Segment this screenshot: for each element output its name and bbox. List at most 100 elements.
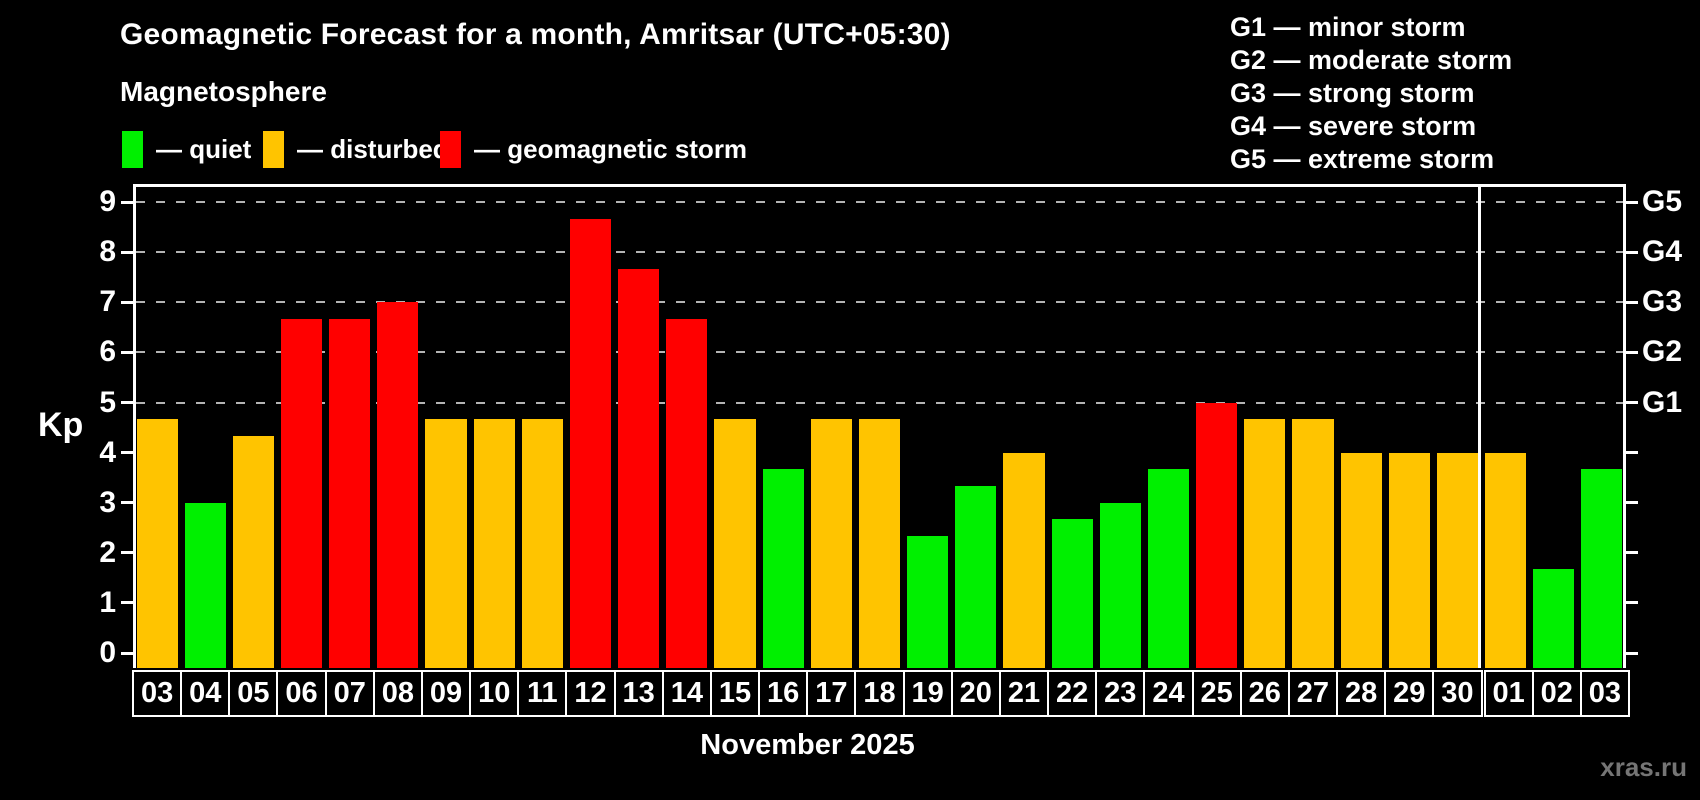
- g-scale-legend-line: G3 — strong storm: [1230, 78, 1475, 108]
- kp-bar-05-nov: [232, 436, 274, 668]
- x-axis-date-row: 03 04 05 06 07 08 09 10 11 12 13 14 15 16 17 18 19 20 21 22…: [132, 670, 1643, 717]
- kp-bar-12-nov: [569, 218, 612, 668]
- date-cell-13-nov: 13: [613, 670, 664, 717]
- left-tick-kp-2: [121, 551, 133, 555]
- date-cell-03-dec: 03: [1579, 670, 1630, 717]
- chart-plot-area: [121, 184, 1638, 668]
- date-cell-28-nov: 28: [1336, 670, 1387, 717]
- right-tick-kp-2: [1626, 551, 1638, 555]
- right-tick-kp-0: [1626, 651, 1638, 655]
- kp-bar-18-nov: [858, 419, 901, 668]
- date-cell-25-nov: 25: [1191, 670, 1242, 717]
- right-tick-kp-6: [1626, 350, 1638, 354]
- kp-bar-15-nov: [714, 419, 756, 668]
- y-axis-label-8: 8: [99, 235, 116, 269]
- date-cell-18-nov: 18: [854, 670, 905, 717]
- left-tick-kp-0: [121, 651, 133, 655]
- kp-bar-09-nov: [425, 419, 467, 668]
- kp-bar-10-nov: [473, 419, 515, 668]
- kp-bar-30-nov: [1436, 452, 1478, 668]
- legend-item-storm: — geomagnetic storm: [440, 131, 747, 168]
- kp-bar-25-nov: [1196, 402, 1238, 668]
- date-cell-29-nov: 29: [1384, 670, 1435, 717]
- right-axis-label-g2: G2: [1642, 335, 1683, 369]
- kp-bar-19-nov: [907, 536, 949, 668]
- kp-bar-06-nov: [280, 318, 323, 668]
- month-separator-line: [1477, 184, 1481, 668]
- plot-inner: [121, 184, 1638, 668]
- right-tick-kp-3: [1626, 501, 1638, 505]
- kp-bar-01-dec: [1485, 452, 1527, 668]
- left-tick-kp-3: [121, 501, 133, 505]
- y-axis-title: Kp: [38, 406, 84, 444]
- kp-bar-21-nov: [1003, 452, 1045, 668]
- date-cell-09-nov: 09: [420, 670, 472, 717]
- date-cell-10-nov: 10: [469, 670, 520, 717]
- kp-bar-28-nov: [1340, 452, 1382, 668]
- kp-bar-07-nov: [329, 318, 371, 668]
- page-title: Geomagnetic Forecast for a month, Amrits…: [120, 18, 951, 51]
- kp-bar-11-nov: [521, 419, 563, 668]
- storm-color-swatch: [440, 131, 461, 168]
- legend-item-quiet: — quiet: [122, 131, 251, 168]
- right-tick-kp-9: [1626, 200, 1638, 204]
- right-axis-label-g4: G4: [1642, 235, 1683, 269]
- legend-disturbed-label: — disturbed: [297, 134, 449, 164]
- left-tick-kp-8: [121, 250, 133, 254]
- y-axis-label-2: 2: [99, 535, 116, 569]
- gridline-kp-5: [136, 401, 1623, 404]
- date-cell-14-nov: 14: [661, 670, 712, 717]
- gridline-kp-6: [136, 351, 1623, 354]
- legend-quiet-label: — quiet: [156, 134, 252, 164]
- xras-watermark-link[interactable]: xras.ru: [1600, 752, 1687, 782]
- date-cell-03-nov: 03: [132, 670, 183, 717]
- y-axis-label-7: 7: [99, 285, 116, 319]
- date-cell-22-nov: 22: [1047, 670, 1098, 717]
- date-cell-04-nov: 04: [180, 670, 231, 717]
- disturbed-color-swatch: [263, 131, 284, 168]
- date-cell-30-nov: 30: [1432, 670, 1483, 717]
- date-cell-11-nov: 11: [517, 670, 568, 717]
- right-tick-kp-7: [1626, 300, 1638, 304]
- quiet-color-swatch: [122, 131, 143, 168]
- date-cell-23-nov: 23: [1095, 670, 1146, 717]
- g-scale-legend-line: G5 — extreme storm: [1230, 144, 1495, 174]
- left-tick-kp-4: [121, 451, 133, 455]
- date-cell-06-nov: 06: [276, 670, 327, 717]
- kp-bar-02-dec: [1533, 569, 1575, 668]
- date-cell-08-nov: 08: [372, 670, 423, 717]
- legend-item-disturbed: — disturbed: [263, 131, 449, 168]
- y-axis-label-9: 9: [99, 185, 116, 219]
- date-cell-24-nov: 24: [1143, 670, 1194, 717]
- y-axis-tick-labels: 0 1 2 3 4 5 6 7 8 9: [36, 184, 116, 669]
- date-cell-12-nov: 12: [565, 670, 616, 717]
- kp-bar-08-nov: [377, 302, 419, 668]
- date-cell-27-nov: 27: [1287, 670, 1339, 717]
- right-axis-label-g5: G5: [1642, 185, 1683, 219]
- kp-bar-04-nov: [184, 502, 226, 668]
- right-tick-kp-4: [1626, 451, 1638, 455]
- right-axis-label-g3: G3: [1642, 285, 1683, 319]
- y-axis-label-3: 3: [99, 485, 116, 519]
- date-cell-07-nov: 07: [324, 670, 375, 717]
- left-tick-kp-7: [121, 300, 133, 304]
- kp-bar-13-nov: [618, 268, 660, 668]
- date-cell-21-nov: 21: [998, 670, 1050, 717]
- left-tick-kp-6: [121, 350, 133, 354]
- kp-bar-17-nov: [810, 419, 852, 668]
- right-axis-label-g1: G1: [1642, 385, 1683, 419]
- kp-bar-03-dec: [1581, 469, 1623, 668]
- date-cell-17-nov: 17: [806, 670, 857, 717]
- y-axis-label-6: 6: [99, 335, 116, 369]
- g-scale-legend: G1 — minor storm G2 — moderate storm G3 — …: [1230, 11, 1512, 176]
- gridline-kp-7: [136, 301, 1623, 304]
- date-cell-02-dec: 02: [1531, 670, 1582, 717]
- kp-bar-29-nov: [1388, 452, 1430, 668]
- gridline-kp-8: [136, 251, 1623, 254]
- y-axis-label-1: 1: [99, 585, 116, 619]
- left-tick-kp-5: [121, 401, 133, 404]
- date-cell-01-dec: 01: [1483, 670, 1534, 717]
- right-tick-kp-1: [1626, 601, 1638, 605]
- y-axis-label-5: 5: [99, 385, 116, 419]
- date-cell-05-nov: 05: [228, 670, 279, 717]
